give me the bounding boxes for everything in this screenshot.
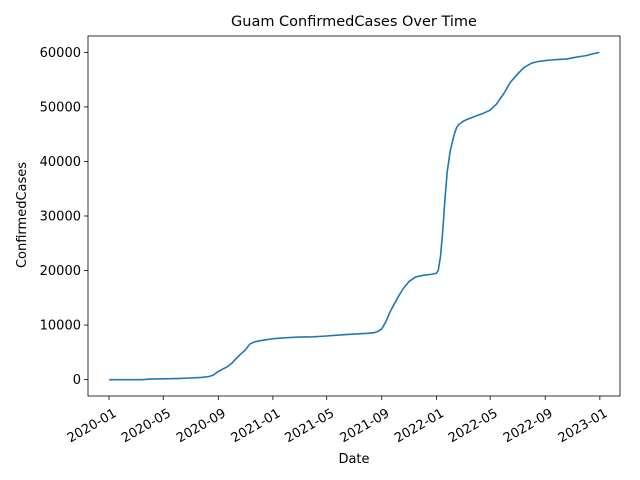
y-tick-label: 50000 [40, 100, 81, 115]
x-axis: 2020-01 2020-05 2020-09 2021-01 2021-05 2021-… [65, 396, 610, 446]
x-tick-label: 2023-01 [556, 406, 611, 446]
x-tick-label: 2022-01 [392, 406, 447, 446]
y-tick-label: 20000 [40, 264, 81, 279]
chart-title: Guam ConfirmedCases Over Time [231, 14, 477, 30]
x-tick-label: 2020-01 [65, 406, 120, 446]
x-tick-label: 2022-05 [446, 406, 501, 446]
series-line-0 [109, 51, 600, 381]
x-tick-label: 2021-01 [229, 406, 284, 446]
x-tick-label: 2021-09 [338, 406, 393, 446]
y-tick-label: 10000 [40, 319, 81, 334]
x-tick-label: 2020-05 [119, 406, 174, 446]
y-tick-label: 60000 [40, 46, 81, 61]
x-tick-label: 2022-09 [501, 406, 556, 446]
y-tick-label: 0 [73, 373, 81, 388]
x-tick-label: 2021-05 [283, 406, 338, 446]
y-axis: 0 10000 20000 30000 40000 50000 60000 [40, 46, 88, 388]
plot-area [87, 35, 621, 397]
x-axis-label: Date [338, 452, 369, 467]
y-tick-label: 40000 [40, 155, 81, 170]
series-layer [109, 51, 600, 381]
x-tick-label: 2020-09 [174, 406, 229, 446]
y-axis-label: ConfirmedCases [15, 162, 30, 268]
y-tick-label: 30000 [40, 210, 81, 225]
plot-frame [87, 35, 621, 397]
